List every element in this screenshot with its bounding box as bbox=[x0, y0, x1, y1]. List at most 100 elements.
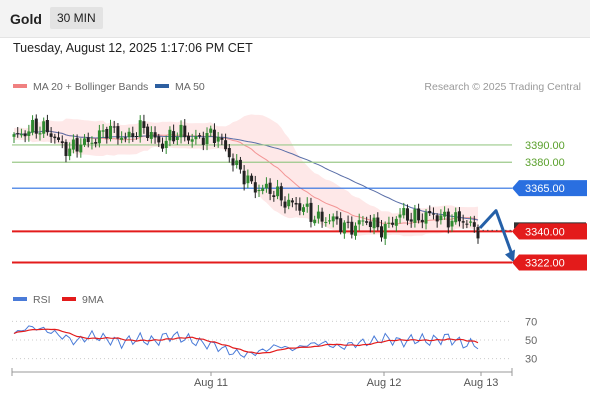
candle-body bbox=[420, 219, 424, 223]
rsi-ma-line bbox=[13, 328, 479, 355]
candle-body bbox=[357, 220, 361, 225]
candle-body bbox=[90, 142, 94, 144]
rsi-ma-legend-label: 9MA bbox=[82, 294, 104, 306]
candle-body bbox=[283, 201, 287, 208]
candle-body bbox=[42, 121, 46, 134]
candle-body bbox=[212, 129, 216, 143]
candle-body bbox=[261, 188, 265, 191]
candle-body bbox=[279, 186, 283, 201]
candle-body bbox=[94, 142, 98, 144]
candle-body bbox=[157, 136, 161, 143]
candle-body bbox=[443, 211, 447, 217]
candle-body bbox=[194, 136, 198, 140]
rsi-tick-label-1: 50 bbox=[525, 335, 537, 347]
ma20-legend-label: MA 20 + Bollinger Bands bbox=[33, 81, 148, 93]
candle-body bbox=[402, 208, 406, 216]
candle-body bbox=[387, 222, 391, 224]
research-credit: Research © 2025 Trading Central bbox=[424, 81, 581, 93]
candle-body bbox=[135, 136, 138, 137]
candle-body bbox=[60, 141, 64, 143]
candle-body bbox=[316, 211, 320, 219]
candle-body bbox=[19, 134, 23, 136]
candle-body bbox=[383, 224, 387, 239]
candle-body bbox=[457, 211, 461, 222]
time-axis: Aug 11 Aug 12 Aug 13 bbox=[11, 368, 513, 389]
candle-body bbox=[272, 195, 276, 197]
candle-body bbox=[264, 183, 268, 189]
candle-body bbox=[120, 137, 124, 140]
candle-body bbox=[23, 133, 27, 137]
level-tag-2 bbox=[512, 180, 587, 197]
candle-body bbox=[205, 133, 209, 144]
candle-body bbox=[268, 182, 272, 194]
candle-body bbox=[450, 220, 454, 227]
candle-body bbox=[246, 175, 250, 184]
candle-body bbox=[320, 211, 324, 222]
candle-body bbox=[413, 209, 417, 223]
timeframe-button[interactable]: 30 MIN bbox=[50, 7, 103, 29]
candle-body bbox=[342, 222, 346, 234]
candle-body bbox=[198, 135, 202, 137]
candle-body bbox=[101, 130, 105, 132]
candle-body bbox=[309, 202, 313, 222]
candle-body bbox=[257, 190, 261, 192]
candle-body bbox=[346, 221, 350, 223]
rsi-tick-label-2: 70 bbox=[525, 316, 537, 328]
candle-body bbox=[331, 216, 335, 222]
candle-body bbox=[220, 137, 224, 140]
candle-body bbox=[71, 139, 75, 150]
candle-body bbox=[216, 136, 220, 142]
candle-body bbox=[75, 138, 79, 152]
candle-body bbox=[190, 139, 194, 142]
candle-body bbox=[380, 226, 383, 238]
candle-body bbox=[409, 219, 413, 222]
level-label-4: 3322.00 bbox=[525, 258, 565, 270]
candle-body bbox=[179, 124, 183, 138]
candle-body bbox=[250, 175, 254, 182]
candle-body bbox=[372, 217, 376, 229]
rsi-panel: 30 50 70 bbox=[12, 316, 537, 366]
candle-body bbox=[123, 137, 127, 139]
rsi-ma-legend-swatch bbox=[62, 297, 76, 301]
candle-body bbox=[302, 207, 305, 212]
rsi-legend: RSI 9MA bbox=[13, 294, 104, 306]
candle-body bbox=[172, 131, 176, 142]
ma50-legend-swatch bbox=[155, 84, 169, 88]
candle-body bbox=[324, 222, 328, 223]
candle-body bbox=[428, 211, 432, 214]
candle-body bbox=[290, 200, 294, 203]
ma50-legend-label: MA 50 bbox=[175, 81, 205, 93]
candle-body bbox=[83, 138, 86, 145]
candle-body bbox=[454, 212, 458, 223]
candle-body bbox=[476, 227, 480, 239]
chart-legend: MA 20 + Bollinger Bands MA 50 Research ©… bbox=[13, 81, 581, 93]
candle-body bbox=[287, 199, 291, 207]
candle-body bbox=[368, 221, 372, 227]
ma50-line bbox=[13, 130, 479, 221]
forecast-arrow bbox=[478, 209, 514, 256]
candle-body bbox=[335, 216, 339, 220]
candle-body bbox=[201, 137, 205, 145]
candle-body bbox=[49, 133, 53, 137]
candle-body bbox=[86, 137, 90, 142]
candle-body bbox=[469, 221, 473, 223]
rsi-line bbox=[13, 325, 479, 358]
rsi-tick-label-0: 30 bbox=[525, 354, 537, 366]
candle-body bbox=[398, 214, 402, 218]
datetime-label: Tuesday, August 12, 2025 1:17:06 PM CET bbox=[13, 41, 253, 55]
candle-body bbox=[298, 203, 302, 211]
candle-body bbox=[361, 220, 365, 222]
candle-body bbox=[38, 133, 42, 135]
candle-body bbox=[183, 125, 187, 138]
candle-body bbox=[57, 137, 60, 140]
candle-body bbox=[435, 215, 439, 222]
candle-body bbox=[142, 121, 146, 128]
level-label-2: 3365.00 bbox=[525, 183, 565, 195]
candle-body bbox=[97, 130, 101, 144]
candle-body bbox=[127, 131, 131, 137]
candle-body bbox=[153, 132, 157, 138]
candle-body bbox=[53, 136, 57, 139]
candle-body bbox=[406, 208, 409, 221]
candle-body bbox=[79, 144, 83, 153]
candle-body bbox=[328, 220, 331, 222]
